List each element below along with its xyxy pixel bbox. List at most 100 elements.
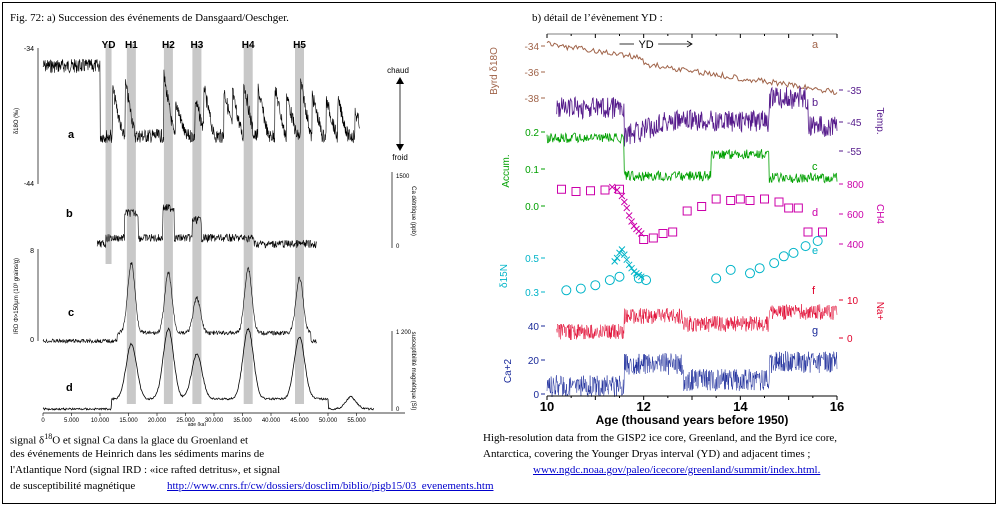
ch4-square-5 (639, 235, 649, 244)
right-panel-e-label: e (812, 245, 818, 257)
right-d-ytick-2: 400 (847, 240, 864, 251)
temp-axis-label: Temp. (874, 107, 885, 134)
left-figure-title: Fig. 72: a) Succession des événements de… (10, 12, 289, 24)
d15n-circle-10 (754, 263, 765, 274)
left-xtick-5: 25.000 (176, 418, 195, 424)
panel-c-label: c (68, 307, 74, 319)
panel-a-ytick-bottom: -44 (24, 181, 34, 188)
d15n-cross-2 (616, 249, 623, 257)
event-label-yd: YD (102, 40, 116, 51)
d15n-circle-13 (788, 247, 799, 258)
left-caption-line-4: de susceptibilité magnétique (10, 480, 136, 492)
ch4-cross-3 (620, 198, 628, 206)
cnrs-source-link[interactable]: http://www.cnrs.fr/cw/dossiers/dosclim/b… (167, 480, 494, 492)
right-panel-b-label: b (812, 97, 818, 109)
panel-b-ylabel: Ca détritique (ppb) (410, 186, 416, 236)
panel-c-ylabel: IRD Φ>150µm (10³ grains/g) (14, 258, 20, 334)
ch4-square-7 (658, 229, 668, 238)
d15n-cross-1 (613, 254, 621, 262)
ch4-square-0 (557, 184, 566, 194)
ch4-cross-5 (625, 212, 633, 219)
ch4-cross-1 (613, 186, 621, 194)
ch4-square-13 (735, 194, 745, 204)
right-d-ytick-1: 600 (847, 210, 864, 221)
left-xtick-6: 30.000 (205, 418, 224, 424)
ch4-square-8 (668, 227, 678, 237)
curve-sodium (556, 304, 838, 340)
right-a-ytick-0: -34 (525, 42, 540, 53)
accum-axis-label: Accum. (501, 154, 512, 187)
d15n-circle-7 (711, 273, 722, 284)
d15n-circle-11 (769, 258, 780, 269)
d15n-circle-15 (812, 236, 823, 246)
ch4-square-3 (600, 185, 610, 195)
right-panel-c-label: c (812, 161, 818, 173)
right-b-ytick-1: -45 (847, 118, 862, 129)
right-xtick-1: 12 (636, 399, 650, 414)
ca-axis-label: Ca+2 (503, 358, 514, 383)
panel-c-ytick-bottom: 0 (30, 337, 34, 344)
right-xtick-0: 10 (540, 399, 554, 414)
left-caption-line-2: des événements de Heinrich dans les sédi… (10, 448, 265, 460)
ch4-cross-10 (637, 230, 645, 237)
right-panel-g-label: g (812, 325, 818, 337)
d15n-cross-3 (618, 246, 626, 253)
event-label-h4: H4 (242, 40, 255, 51)
right-c-ytick-2: 0.0 (525, 202, 539, 213)
event-label-h1: H1 (125, 40, 138, 51)
d15n-cross-5 (623, 256, 631, 264)
ch4-square-6 (648, 233, 658, 243)
panel-d-ytick-top: 1 200 (396, 330, 412, 336)
ch4-cross-6 (628, 218, 635, 225)
right-c-ytick-0: 0.2 (525, 128, 539, 139)
event-band-h5 (295, 44, 304, 404)
ch4-square-2 (586, 186, 595, 196)
byrd-axis-label: Byrd δ18O (489, 47, 500, 95)
right-caption-line-1: High-resolution data from the GISP2 ice … (483, 432, 838, 444)
ch4-square-15 (760, 194, 769, 204)
ch4-square-17 (784, 203, 794, 213)
curve-a-delta18o (42, 58, 360, 144)
d15n-axis-label: δ15N (499, 264, 510, 288)
ch4-square-14 (745, 196, 755, 205)
right-f-ytick-1: 0 (847, 334, 853, 345)
d15n-circle-9 (745, 268, 755, 279)
left-xtick-0: 0 (41, 418, 45, 424)
right-panel-f-label: f (812, 285, 816, 297)
curve-temperature (556, 85, 838, 147)
ch4-cross-4 (623, 204, 631, 212)
right-a-ytick-1: -36 (525, 68, 540, 79)
d15n-cross-6 (625, 261, 633, 269)
d15n-circle-0 (561, 285, 572, 296)
ch4-axis-label: CH4 (874, 204, 885, 224)
curve-d-susceptibility (42, 327, 374, 411)
left-xtick-9: 45.000 (290, 418, 309, 424)
right-g-ytick-2: 0 (533, 390, 539, 401)
d15n-circle-1 (575, 283, 586, 294)
panel-d-ylabel: susceptibilité magnétique (SI) (410, 332, 416, 411)
ngdc-source-link[interactable]: www.ngdc.noaa.gov/paleo/icecore/greenlan… (533, 464, 821, 476)
curve-b-calcium (96, 203, 317, 249)
d15n-circle-12 (778, 251, 789, 262)
panel-b-ytick-bottom: 0 (396, 244, 400, 250)
panel-c-ytick-top: 8 (30, 248, 34, 255)
curve-c-ird (42, 262, 317, 344)
d15n-circle-14 (800, 241, 811, 252)
left-caption-line-1: signal δ18O et signal Ca dans la glace d… (10, 432, 249, 447)
ch4-square-11 (711, 194, 721, 204)
ch4-square-10 (697, 202, 707, 211)
event-band-yd (105, 44, 112, 264)
right-g-ytick-1: 20 (528, 356, 540, 367)
left-xtick-4: 20.000 (148, 418, 167, 424)
right-c-ytick-1: 0.1 (525, 165, 539, 176)
ch4-square-19 (803, 227, 813, 237)
left-chart: YD H1 H2 H3 H4 H5 -34 -44 a δ18O (‰) 1500 0 b Ca détr… (10, 26, 430, 426)
event-band-h2 (163, 44, 173, 404)
d15n-circle-3 (604, 275, 615, 286)
left-xtick-7: 35.000 (233, 418, 252, 424)
right-panel-d-label: d (812, 207, 818, 219)
froid-label: froid (392, 153, 408, 162)
d15n-circle-6 (641, 275, 652, 286)
d15n-cross-4 (620, 251, 628, 258)
